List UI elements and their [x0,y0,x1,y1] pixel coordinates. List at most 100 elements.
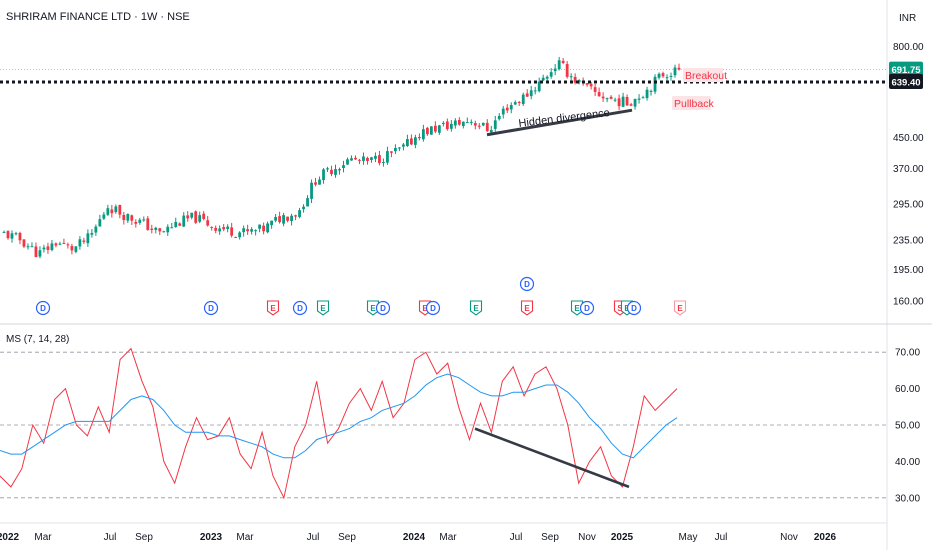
candle-body [86,233,90,244]
candle-body [549,72,553,77]
indicator-lines [0,347,678,500]
candle-body [174,221,178,227]
time-tick-label: Jul [307,532,320,543]
time-tick-label: Sep [135,532,153,543]
candle-body [270,220,274,226]
dividend-marker[interactable] [579,300,595,316]
time-tick-label: May [679,532,698,543]
candle-body [42,247,46,250]
candle-body [254,230,258,232]
hidden-divergence-trendline[interactable] [486,108,633,137]
candle-body [38,250,42,257]
time-tick-label: 2026 [814,532,837,543]
candle-body [334,169,337,175]
candle-body [46,246,50,250]
candle-body [66,244,70,246]
earnings-marker[interactable] [469,300,483,316]
indicator-divergence-trendline[interactable] [474,427,630,489]
candle-body [222,227,226,230]
earnings-marker[interactable] [570,300,584,316]
dividend-marker[interactable] [35,300,51,316]
candle-body [601,96,605,99]
earnings-marker[interactable] [366,300,380,316]
candle-body [453,120,457,126]
candle-body [30,246,34,248]
candle-body [533,90,537,92]
candle-body [637,98,641,100]
dividend-marker[interactable] [626,300,642,316]
event-marker-label: D [524,280,530,289]
price-tick-label: 195.00 [893,265,924,276]
dividend-marker[interactable] [375,300,391,316]
earnings-marker[interactable] [673,300,687,316]
time-tick-label: 2025 [611,532,634,543]
candle-body [106,208,110,215]
candle-body [138,219,142,223]
candle-body [661,73,665,77]
time-tick-label: Jul [715,532,728,543]
candle-body [441,123,445,125]
candle-body [142,219,146,221]
candle-body [162,231,166,233]
candle-body [6,231,10,239]
price-tick-label: 295.00 [893,200,924,211]
candle-body [22,239,26,247]
pullback-label-bg [672,96,711,110]
event-marker-label: D [40,304,46,313]
event-marker-label: E [422,304,428,313]
candle-body [322,169,325,181]
candle-body [190,212,194,218]
dividend-marker[interactable] [203,300,219,316]
dividend-marker[interactable] [292,300,308,316]
candle-body [78,239,82,247]
currency-label[interactable]: INR [899,13,916,24]
candle-body [573,76,577,83]
dividend-marker[interactable] [519,276,535,292]
dividend-marker[interactable] [425,300,441,316]
candle-body [2,231,6,233]
candle-body [609,96,613,99]
candle-body [126,214,130,221]
candle-body [34,246,38,257]
candle-body [230,227,234,236]
event-marker-label: E [270,304,276,313]
candle-body [362,156,365,161]
price-tick-label: 160.00 [893,296,924,307]
candle-body [461,121,465,127]
level-price-value: 639.40 [891,78,920,89]
breakout-label-bg [683,68,723,82]
candle-body [481,122,485,126]
candle-body [318,179,321,185]
candle-body [326,168,329,170]
candle-body [154,227,158,230]
event-marker-label: D [208,304,214,313]
earnings-marker[interactable] [316,300,330,316]
earnings-marker[interactable] [266,300,280,316]
candle-body [14,233,18,235]
candle-body [18,232,22,241]
indicator-label: MS (7, 14, 28) [6,334,69,345]
candle-body [425,127,429,135]
candle-body [338,169,341,171]
candle-body [645,89,649,99]
candle-body [202,213,206,219]
candle-body [390,151,393,153]
candle-body [358,159,361,161]
candle-body [597,92,601,97]
candle-body [513,102,517,105]
earnings-marker[interactable] [520,300,534,316]
price-tick-label: 370.00 [893,164,924,175]
time-tick-label: Sep [338,532,356,543]
candle-body [262,225,266,232]
event-marker-label: E [524,304,530,313]
time-tick-label: 2024 [403,532,426,543]
candle-body [649,90,653,92]
candle-body [521,94,525,105]
candle-body [417,137,421,139]
horizontal-level[interactable] [0,69,887,84]
candle-body [378,155,381,164]
candle-body [54,243,58,246]
candle-body [266,223,270,233]
price-tick-label: 800.00 [893,42,924,53]
candle-body [10,233,14,239]
